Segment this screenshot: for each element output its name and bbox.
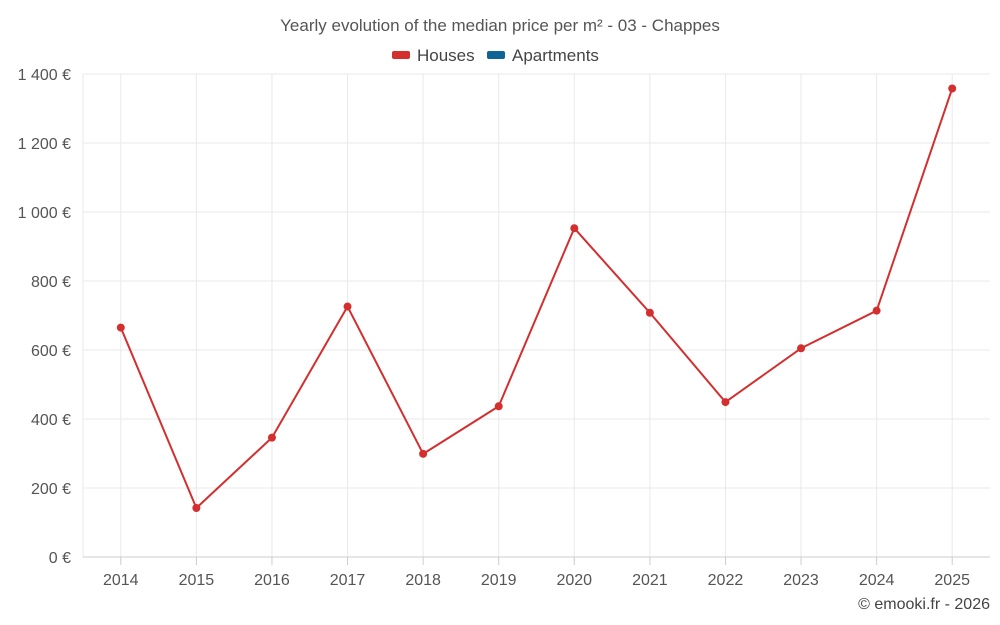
legend-label-apartments: Apartments	[512, 46, 599, 65]
credit-text: © emooki.fr - 2026	[858, 596, 990, 613]
legend-label-houses: Houses	[417, 46, 475, 65]
data-point-houses-2014[interactable]	[116, 323, 125, 332]
legend-swatch-houses	[392, 51, 410, 59]
x-tick-label: 2020	[556, 572, 592, 589]
data-point-houses-2023[interactable]	[797, 344, 806, 353]
data-point-houses-2025[interactable]	[948, 84, 957, 93]
data-point-houses-2017[interactable]	[343, 302, 352, 311]
data-point-houses-2020[interactable]	[570, 224, 579, 233]
data-point-houses-2019[interactable]	[494, 402, 503, 411]
x-tick-label: 2023	[783, 572, 819, 589]
y-tick-label: 1 400 €	[18, 67, 71, 84]
x-tick-label: 2014	[103, 572, 139, 589]
x-tick-label: 2017	[330, 572, 366, 589]
data-point-houses-2022[interactable]	[721, 398, 730, 407]
grid	[82, 73, 990, 558]
axes: 0 € 200 € 400 € 600 € 800 € 1 000 € 1 200 € 1 4…	[18, 67, 990, 589]
y-tick-label: 1 200 €	[18, 136, 71, 153]
x-tick-label: 2021	[632, 572, 668, 589]
y-tick-label: 1 000 €	[18, 205, 71, 222]
data-point-houses-2016[interactable]	[267, 433, 276, 442]
x-tick-label: 2025	[934, 572, 970, 589]
x-tick-label: 2016	[254, 572, 290, 589]
legend-item-houses[interactable]: Houses	[392, 46, 475, 65]
data-point-houses-2015[interactable]	[192, 504, 201, 513]
y-tick-label: 600 €	[31, 343, 71, 360]
y-tick-label: 0 €	[49, 550, 71, 567]
data-point-houses-2021[interactable]	[645, 308, 654, 317]
x-tick-label: 2015	[179, 572, 215, 589]
x-tick-label: 2018	[405, 572, 441, 589]
y-tick-label: 800 €	[31, 274, 71, 291]
data-point-houses-2018[interactable]	[419, 449, 428, 458]
series-line-houses	[119, 88, 954, 510]
chart-title: Yearly evolution of the median price per…	[280, 16, 720, 35]
x-tick-label: 2024	[859, 572, 895, 589]
legend: Houses Apartments	[392, 46, 599, 65]
legend-swatch-apartments	[487, 51, 505, 59]
legend-item-apartments[interactable]: Apartments	[487, 46, 599, 65]
y-tick-label: 200 €	[31, 481, 71, 498]
x-tick-label: 2022	[708, 572, 744, 589]
y-tick-label: 400 €	[31, 412, 71, 429]
x-tick-label: 2019	[481, 572, 517, 589]
data-point-houses-2024[interactable]	[872, 306, 881, 315]
series	[116, 84, 957, 513]
